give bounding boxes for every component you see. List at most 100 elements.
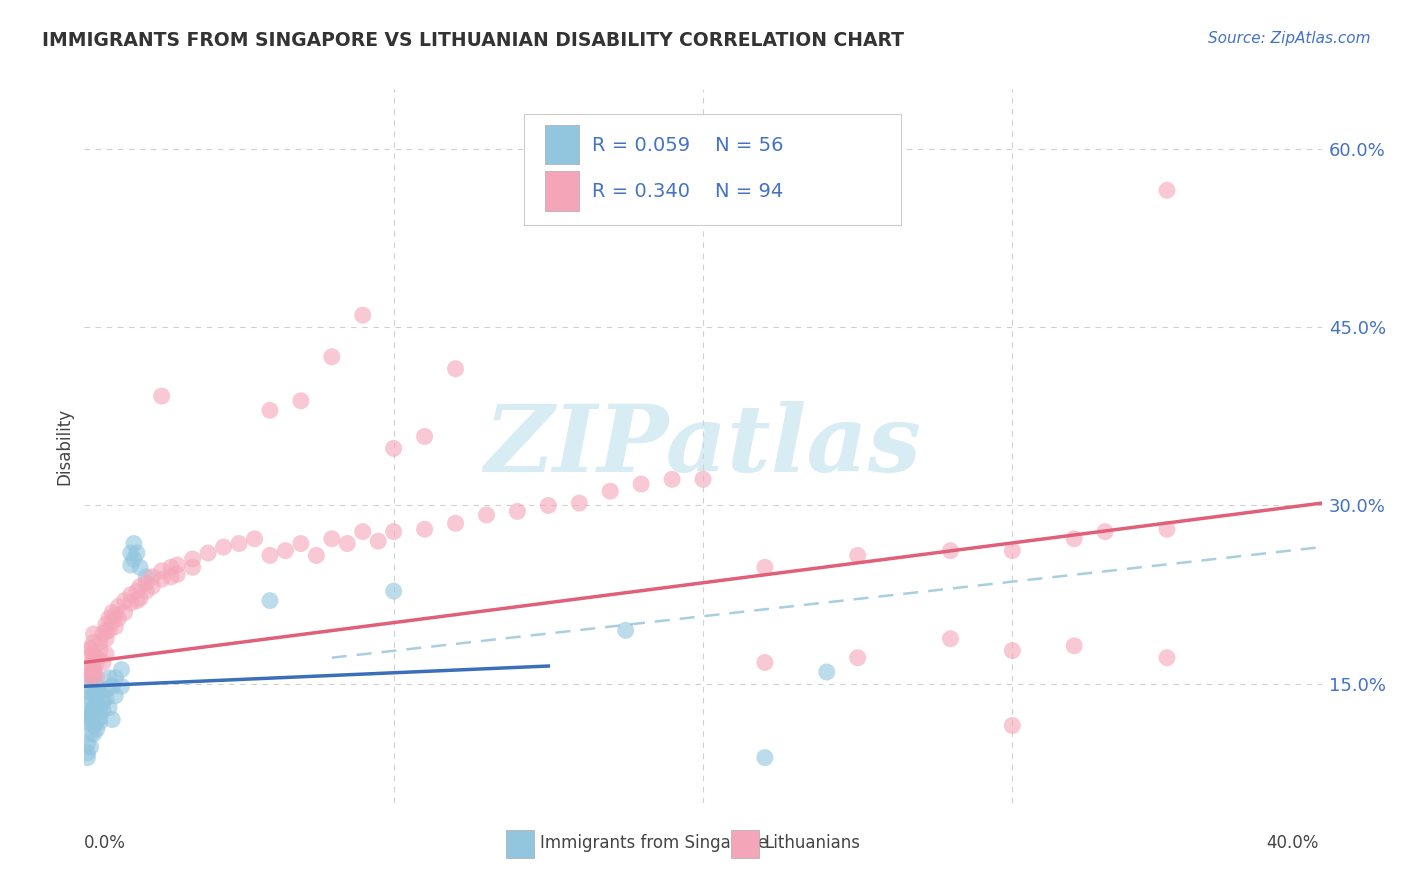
Point: [1063, 639, 1085, 653]
Point: [129, 560, 152, 574]
Point: [83, 700, 105, 714]
Point: [166, 567, 188, 582]
Point: [86, 656, 108, 670]
Point: [135, 575, 157, 590]
Point: [79, 671, 101, 685]
Point: [83, 727, 105, 741]
Point: [120, 546, 142, 560]
Point: [89, 643, 111, 657]
Point: [107, 611, 129, 625]
Point: [79, 685, 101, 699]
Point: [94, 624, 117, 638]
Point: [114, 606, 136, 620]
Point: [94, 617, 117, 632]
Point: [79, 642, 101, 657]
Point: [754, 560, 776, 574]
Point: [228, 536, 250, 550]
Point: [274, 543, 297, 558]
Point: [150, 564, 173, 578]
Text: Immigrants from Singapore: Immigrants from Singapore: [540, 834, 768, 852]
Point: [83, 665, 105, 679]
Point: [120, 588, 142, 602]
Point: [1156, 522, 1178, 536]
Y-axis label: Disability: Disability: [55, 408, 73, 484]
Point: [83, 671, 105, 685]
Point: [83, 635, 105, 649]
Point: [1094, 524, 1116, 539]
Point: [568, 496, 591, 510]
Point: [79, 648, 101, 663]
Point: [197, 546, 219, 560]
Point: [290, 393, 312, 408]
Point: [91, 627, 114, 641]
Point: [83, 653, 105, 667]
Point: [846, 549, 869, 563]
Point: [101, 606, 124, 620]
Point: [537, 499, 560, 513]
Point: [135, 584, 157, 599]
Point: [382, 524, 405, 539]
Point: [89, 686, 111, 700]
Bar: [544, 171, 579, 211]
Point: [150, 572, 173, 586]
Point: [98, 624, 121, 638]
Point: [614, 624, 637, 638]
Point: [939, 632, 962, 646]
Point: [89, 714, 111, 729]
Point: [110, 679, 132, 693]
Point: [506, 504, 529, 518]
Point: [382, 584, 405, 599]
Point: [86, 698, 108, 713]
Text: IMMIGRANTS FROM SINGAPORE VS LITHUANIAN DISABILITY CORRELATION CHART: IMMIGRANTS FROM SINGAPORE VS LITHUANIAN …: [42, 31, 904, 50]
Point: [79, 667, 101, 681]
Point: [243, 532, 266, 546]
Point: [122, 536, 145, 550]
Point: [76, 746, 98, 760]
Text: Source: ZipAtlas.com: Source: ZipAtlas.com: [1208, 31, 1371, 46]
Point: [98, 671, 121, 685]
Point: [444, 361, 467, 376]
Point: [101, 713, 124, 727]
Point: [259, 593, 281, 607]
Point: [1001, 543, 1024, 558]
Point: [104, 607, 127, 622]
Point: [120, 596, 142, 610]
Point: [160, 570, 183, 584]
Point: [475, 508, 498, 522]
Point: [79, 710, 101, 724]
Point: [352, 308, 374, 322]
Text: 0.0%: 0.0%: [84, 834, 127, 852]
Text: R = 0.340    N = 94: R = 0.340 N = 94: [592, 182, 783, 201]
Point: [259, 403, 281, 417]
Point: [1156, 183, 1178, 197]
Point: [305, 549, 328, 563]
Point: [815, 665, 838, 679]
Point: [86, 686, 108, 700]
Point: [444, 516, 467, 531]
Point: [1001, 643, 1024, 657]
Point: [94, 647, 117, 661]
Point: [846, 650, 869, 665]
Point: [89, 710, 111, 724]
Point: [83, 663, 105, 677]
Point: [129, 579, 152, 593]
Point: [107, 599, 129, 614]
Point: [83, 718, 105, 732]
Point: [321, 350, 343, 364]
Point: [129, 591, 152, 606]
Point: [98, 700, 121, 714]
Point: [939, 543, 962, 558]
Point: [76, 713, 98, 727]
Point: [94, 682, 117, 697]
Point: [382, 442, 405, 456]
Point: [89, 635, 111, 649]
Point: [160, 560, 183, 574]
Point: [1156, 650, 1178, 665]
Point: [79, 739, 101, 754]
Point: [86, 650, 108, 665]
Point: [86, 670, 108, 684]
Point: [83, 663, 105, 677]
Point: [94, 632, 117, 646]
Point: [76, 714, 98, 729]
Point: [212, 540, 235, 554]
